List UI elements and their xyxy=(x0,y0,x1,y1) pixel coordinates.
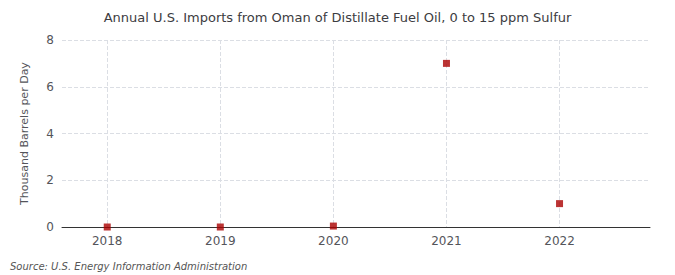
svg-text:Thousand Barrels per Day: Thousand Barrels per Day xyxy=(18,62,31,206)
svg-text:4: 4 xyxy=(46,127,54,141)
svg-text:2018: 2018 xyxy=(92,234,123,248)
svg-text:8: 8 xyxy=(46,33,54,47)
svg-text:2020: 2020 xyxy=(318,234,349,248)
svg-text:6: 6 xyxy=(46,80,54,94)
svg-text:Annual U.S. Imports from Oman: Annual U.S. Imports from Oman of Distill… xyxy=(104,10,572,25)
svg-text:Source: U.S. Energy Informatio: Source: U.S. Energy Information Administ… xyxy=(10,261,247,272)
svg-text:2021: 2021 xyxy=(431,234,462,248)
svg-text:2022: 2022 xyxy=(544,234,575,248)
svg-text:2019: 2019 xyxy=(205,234,236,248)
svg-text:0: 0 xyxy=(46,220,54,234)
svg-text:2: 2 xyxy=(46,173,54,187)
